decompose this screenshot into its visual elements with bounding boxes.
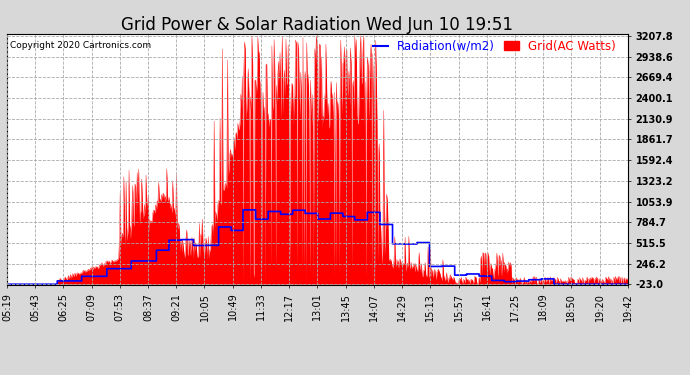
Text: Copyright 2020 Cartronics.com: Copyright 2020 Cartronics.com	[10, 41, 151, 50]
Title: Grid Power & Solar Radiation Wed Jun 10 19:51: Grid Power & Solar Radiation Wed Jun 10 …	[121, 16, 513, 34]
Legend: Radiation(w/m2), Grid(AC Watts): Radiation(w/m2), Grid(AC Watts)	[373, 40, 615, 53]
